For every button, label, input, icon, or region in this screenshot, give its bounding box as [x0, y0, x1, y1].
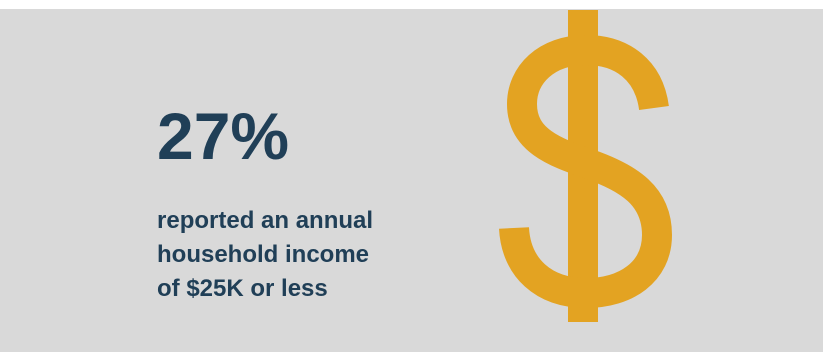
dollar-sign-icon [499, 10, 673, 322]
infographic-card: 27% reported an annual household income … [0, 9, 823, 352]
stat-percentage: 27% [157, 99, 290, 173]
stat-caption: reported an annual household income of $… [157, 204, 497, 306]
caption-line-2: household income [157, 241, 370, 268]
caption-line-3: of $25K or less [157, 275, 328, 302]
caption-line-1: reported an annual [157, 207, 374, 234]
